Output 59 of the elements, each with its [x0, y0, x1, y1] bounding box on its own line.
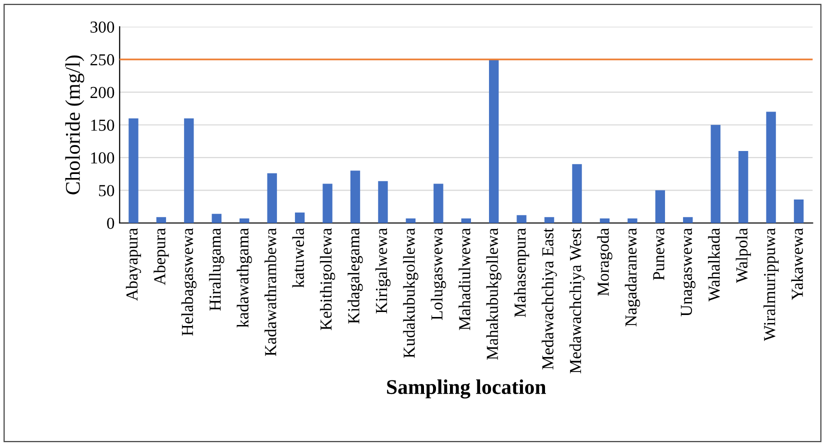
x-tick-label: katuwela: [292, 228, 304, 288]
bar: [156, 217, 166, 223]
bar: [434, 184, 444, 223]
x-tick-label: Medawachchiya East: [542, 228, 557, 370]
x-tick-label: Abayapura: [126, 228, 142, 301]
x-tick-label: Medawachchiya West: [569, 228, 585, 374]
y-tick-label: 50: [99, 184, 114, 196]
x-axis-title: Sampling location: [387, 379, 546, 398]
x-tick-label: Abepura: [154, 228, 169, 286]
bar: [488, 59, 499, 223]
y-tick-label: 150: [91, 120, 114, 131]
y-tick-label: 250: [90, 54, 114, 66]
bar: [655, 190, 666, 223]
x-tick-label: Hirallugama: [209, 228, 224, 311]
y-tick-label: 100: [91, 152, 114, 164]
bar: [322, 184, 332, 223]
bar: [240, 218, 250, 223]
bar: [572, 164, 582, 223]
bar: [544, 217, 554, 223]
bar: [294, 212, 305, 223]
x-tick-label: Mahasenpura: [514, 228, 530, 318]
bar: [378, 181, 388, 223]
x-tick-label: Moragoda: [597, 228, 612, 296]
bar: [600, 218, 610, 223]
x-tick-label: Wahalkada: [708, 228, 720, 302]
bar: [628, 218, 638, 223]
x-tick-label: Helabagaswewa: [181, 228, 197, 336]
x-tick-label: Kudakubukgollewa: [403, 228, 418, 358]
x-tick-label: Kadawathrambewa: [264, 228, 276, 356]
bar: [267, 173, 277, 223]
x-tick-label: Wiralmurippuwa: [763, 228, 779, 342]
y-tick-label: 300: [90, 21, 114, 33]
bar: [212, 214, 222, 223]
bar: [794, 199, 804, 223]
x-tick-label: Mahakubukgollewa: [486, 228, 502, 360]
x-tick-label: Unagaswewa: [680, 228, 696, 316]
x-tick-label: Mahadiulwewa: [458, 228, 470, 330]
bar: [683, 217, 693, 223]
bar: [738, 151, 748, 223]
x-tick-label: Kidagalegama: [348, 228, 363, 324]
bar: [766, 112, 776, 223]
x-tick-label: Punewa: [653, 228, 664, 280]
x-tick-label: Walpola: [736, 228, 751, 283]
bar: [406, 218, 416, 223]
x-tick-label: kadawathgama: [236, 228, 252, 328]
x-tick-label: Lolugaswewa: [430, 228, 446, 320]
x-tick-label: Kebithigollewa: [320, 228, 336, 330]
x-tick-label: Yakawewa: [791, 228, 803, 300]
y-tick-label: 200: [90, 86, 114, 98]
bar: [461, 218, 471, 223]
bar: [350, 170, 360, 223]
bar: [184, 118, 194, 223]
x-tick-label: Kirigalwewa: [375, 228, 391, 314]
y-axis-title: Choloride (mg/l): [65, 55, 84, 194]
y-tick-label: 0: [107, 218, 114, 229]
x-tick-label: Nagadaranewa: [624, 228, 640, 326]
bar: [516, 215, 526, 223]
bar: [710, 124, 720, 223]
bar: [128, 118, 138, 223]
